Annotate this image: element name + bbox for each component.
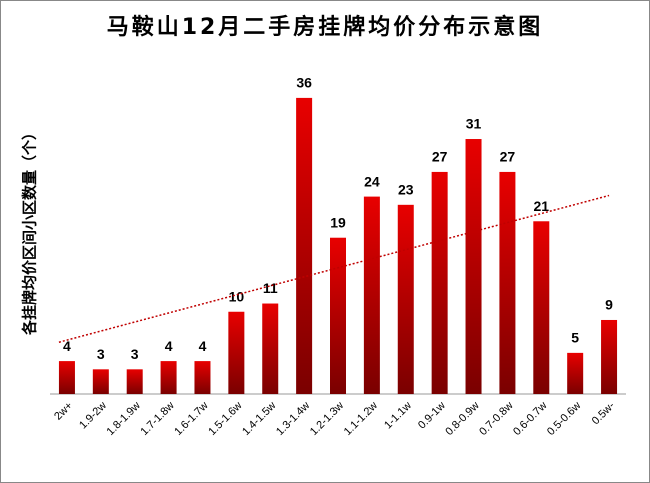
value-label: 9: [605, 297, 613, 313]
value-label: 4: [63, 338, 71, 354]
value-label: 24: [364, 173, 380, 189]
bar: [397, 204, 414, 394]
bar: [363, 196, 380, 394]
value-label: 11: [263, 280, 278, 296]
value-label: 21: [534, 198, 550, 214]
value-label: 27: [500, 149, 516, 165]
value-label: 5: [571, 330, 579, 346]
value-label: 19: [330, 214, 346, 230]
bar: [567, 352, 584, 394]
bar: [58, 361, 75, 394]
bar: [262, 303, 279, 394]
value-label: 4: [199, 338, 207, 354]
y-axis-label: 各挂牌均价区间小区数量（个）: [21, 125, 39, 336]
bar: [160, 361, 177, 394]
value-label: 27: [432, 149, 448, 165]
bar: [92, 369, 109, 394]
trendline: [58, 194, 610, 343]
bar: [228, 311, 245, 394]
bar: [126, 369, 143, 394]
bar: [499, 171, 516, 394]
value-label: 36: [296, 75, 312, 91]
bar: [601, 319, 618, 394]
chart-title: 马鞍山12月二手房挂牌均价分布示意图: [107, 14, 544, 40]
value-label: 23: [398, 182, 414, 198]
bar: [533, 221, 550, 394]
bar: [330, 237, 346, 394]
bar: [296, 97, 313, 395]
bar: [194, 361, 211, 394]
value-label: 31: [466, 116, 482, 132]
bar: [465, 139, 482, 394]
value-label: 10: [229, 288, 245, 304]
bar: [431, 171, 448, 394]
value-label: 3: [97, 346, 105, 362]
value-label: 4: [165, 338, 173, 354]
value-label: 3: [131, 346, 139, 362]
